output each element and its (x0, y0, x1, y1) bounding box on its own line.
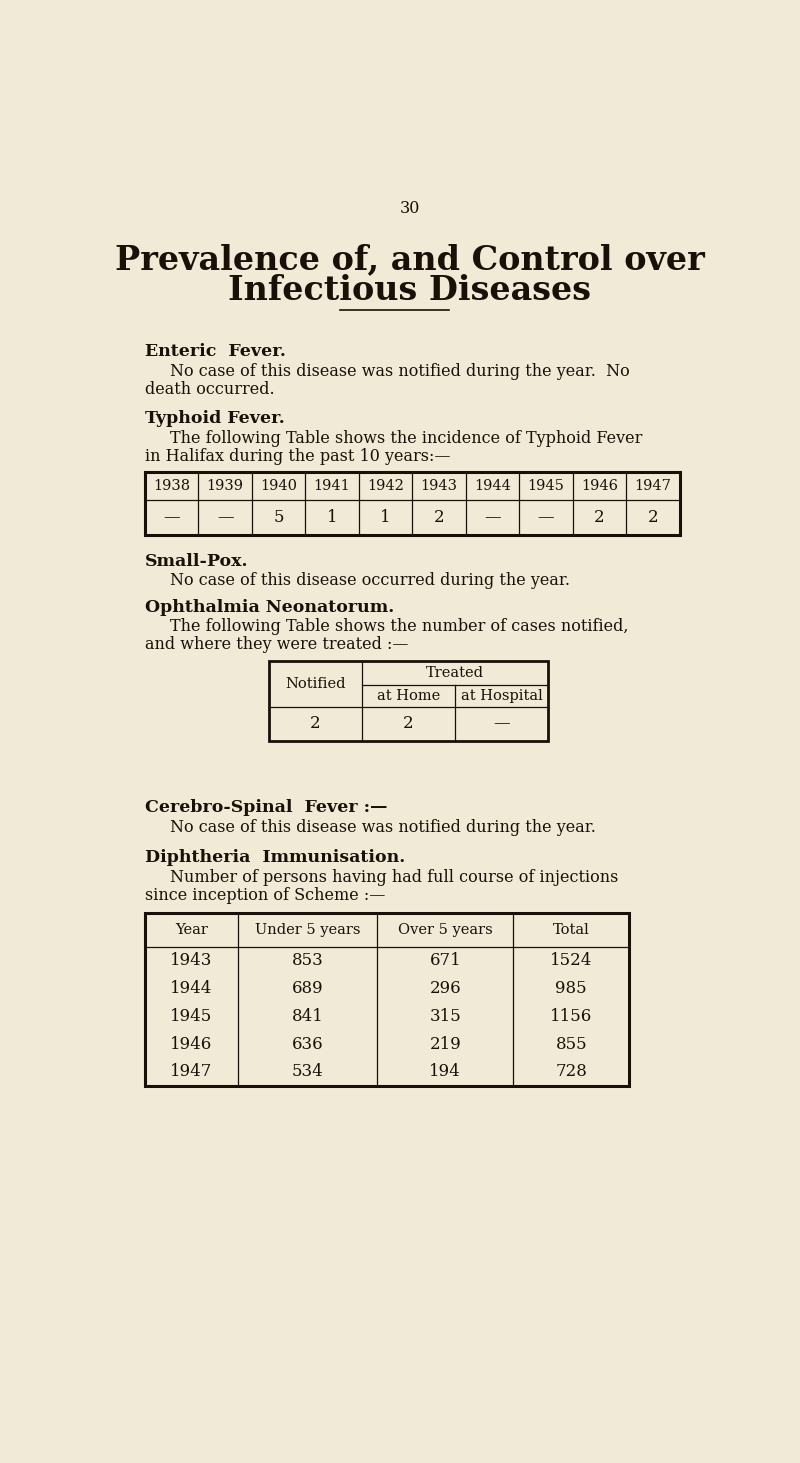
Text: 2: 2 (434, 509, 444, 525)
Text: 689: 689 (292, 980, 323, 998)
Text: Year: Year (175, 923, 208, 938)
Text: Diphtheria  Immunisation.: Diphtheria Immunisation. (145, 850, 405, 866)
Text: —: — (217, 509, 234, 525)
Text: Notified: Notified (286, 677, 346, 691)
Text: Total: Total (553, 923, 590, 938)
Text: 1940: 1940 (260, 478, 297, 493)
Text: at Hospital: at Hospital (461, 689, 542, 704)
Text: —: — (163, 509, 180, 525)
Text: 219: 219 (430, 1036, 461, 1052)
Text: 5: 5 (274, 509, 284, 525)
Text: 1938: 1938 (153, 478, 190, 493)
Text: The following Table shows the incidence of Typhoid Fever: The following Table shows the incidence … (170, 430, 642, 446)
Text: 2: 2 (648, 509, 658, 525)
Text: 1: 1 (327, 509, 338, 525)
Text: Under 5 years: Under 5 years (255, 923, 361, 938)
Text: 1945: 1945 (527, 478, 565, 493)
Text: 1156: 1156 (550, 1008, 592, 1026)
Text: —: — (538, 509, 554, 525)
Text: Prevalence of, and Control over: Prevalence of, and Control over (115, 243, 705, 277)
Text: 1943: 1943 (421, 478, 458, 493)
Text: Number of persons having had full course of injections: Number of persons having had full course… (170, 869, 618, 885)
Text: The following Table shows the number of cases notified,: The following Table shows the number of … (170, 619, 628, 635)
Text: No case of this disease occurred during the year.: No case of this disease occurred during … (170, 572, 570, 590)
Text: 194: 194 (430, 1064, 461, 1080)
Text: 985: 985 (555, 980, 587, 998)
Bar (145, 473, 680, 535)
Text: 1946: 1946 (581, 478, 618, 493)
Text: 1941: 1941 (314, 478, 350, 493)
Text: 841: 841 (292, 1008, 324, 1026)
Text: since inception of Scheme :—: since inception of Scheme :— (145, 887, 386, 904)
Text: 2: 2 (594, 509, 605, 525)
Text: 1947: 1947 (634, 478, 671, 493)
Text: in Halifax during the past 10 years:—: in Halifax during the past 10 years:— (145, 448, 450, 465)
Text: 853: 853 (292, 952, 323, 970)
Text: Cerebro-Spinal  Fever :—: Cerebro-Spinal Fever :— (145, 799, 387, 816)
Text: and where they were treated :—: and where they were treated :— (145, 636, 409, 652)
Text: 315: 315 (430, 1008, 461, 1026)
Text: 2: 2 (310, 715, 321, 733)
Text: Ophthalmia Neonatorum.: Ophthalmia Neonatorum. (145, 598, 394, 616)
Text: 30: 30 (400, 200, 420, 217)
Text: 671: 671 (430, 952, 461, 970)
Text: 636: 636 (292, 1036, 323, 1052)
Text: 1943: 1943 (170, 952, 213, 970)
Text: No case of this disease was notified during the year.  No: No case of this disease was notified dur… (170, 363, 630, 380)
Text: 728: 728 (555, 1064, 587, 1080)
Text: —: — (484, 509, 501, 525)
Text: 1942: 1942 (367, 478, 404, 493)
Text: Treated: Treated (426, 666, 484, 680)
Text: 855: 855 (555, 1036, 587, 1052)
Text: 1945: 1945 (170, 1008, 213, 1026)
Text: 1939: 1939 (206, 478, 244, 493)
Bar (269, 661, 548, 740)
Text: 1524: 1524 (550, 952, 592, 970)
Text: No case of this disease was notified during the year.: No case of this disease was notified dur… (170, 818, 596, 835)
Text: death occurred.: death occurred. (145, 382, 274, 398)
Text: Infectious Diseases: Infectious Diseases (229, 274, 591, 307)
Text: 296: 296 (430, 980, 461, 998)
Text: 534: 534 (292, 1064, 323, 1080)
Text: 1944: 1944 (170, 980, 213, 998)
Bar (145, 913, 630, 1086)
Text: Enteric  Fever.: Enteric Fever. (145, 344, 286, 360)
Text: Over 5 years: Over 5 years (398, 923, 493, 938)
Text: 2: 2 (403, 715, 414, 733)
Text: Typhoid Fever.: Typhoid Fever. (145, 411, 285, 427)
Text: Small-Pox.: Small-Pox. (145, 553, 249, 571)
Text: 1: 1 (380, 509, 391, 525)
Text: at Home: at Home (377, 689, 440, 704)
Text: 1947: 1947 (170, 1064, 213, 1080)
Text: 1944: 1944 (474, 478, 511, 493)
Text: —: — (493, 715, 510, 733)
Text: 1946: 1946 (170, 1036, 213, 1052)
